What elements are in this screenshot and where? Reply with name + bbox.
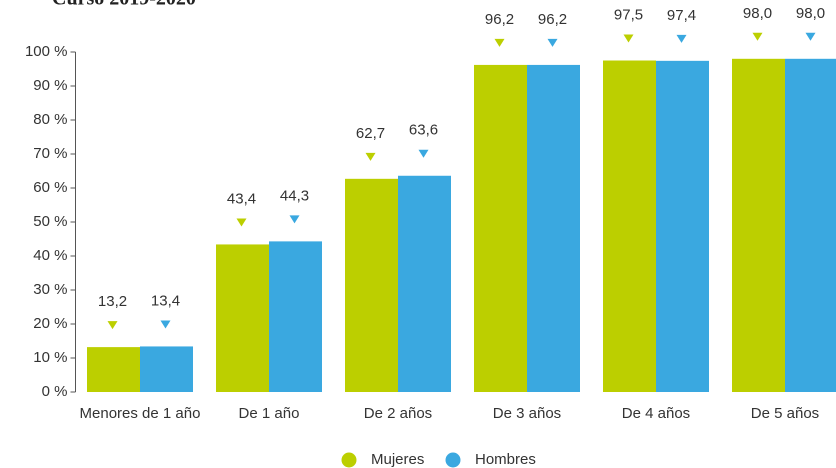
value-label: 13,4 [151, 292, 180, 309]
value-label: 98,0 [796, 5, 825, 22]
value-label: 44,3 [280, 187, 309, 204]
value-label: 97,5 [614, 6, 643, 23]
x-tick-label: Menores de 1 año [80, 405, 201, 422]
value-marker [418, 149, 429, 158]
bar [398, 175, 451, 392]
y-tick-label: 40 % [33, 247, 67, 264]
chart-title: Curso 2019-2020 [52, 0, 196, 10]
bar [656, 60, 709, 393]
y-tick-label: 10 % [33, 349, 67, 366]
y-tick-label: 0 % [42, 383, 68, 400]
value-label: 96,2 [485, 11, 514, 28]
value-marker [676, 34, 687, 43]
y-tick-label: 70 % [33, 145, 67, 162]
value-marker [236, 218, 247, 227]
x-tick-label: De 4 años [622, 405, 690, 422]
y-tick-label: 100 % [25, 43, 68, 60]
value-label: 43,4 [227, 190, 256, 207]
y-tick-label: 30 % [33, 281, 67, 298]
value-label: 97,4 [667, 7, 696, 24]
y-tick-label: 50 % [33, 213, 67, 230]
value-label: 13,2 [98, 293, 127, 310]
y-tick-label: 20 % [33, 315, 67, 332]
bar [345, 178, 398, 392]
value-marker [289, 215, 300, 224]
value-label: 62,7 [356, 125, 385, 142]
legend-label: Hombres [475, 451, 536, 468]
y-tick-label: 60 % [33, 179, 67, 196]
bar [474, 64, 527, 393]
x-tick-label: De 3 años [493, 405, 561, 422]
value-marker [107, 321, 118, 330]
y-tick-label: 90 % [33, 77, 67, 94]
legend-label: Mujeres [371, 451, 424, 468]
bar [87, 347, 140, 392]
bar [527, 64, 580, 393]
legend-swatch [341, 452, 357, 468]
value-marker [805, 32, 816, 41]
value-marker [160, 320, 171, 329]
value-marker [752, 32, 763, 41]
bar [269, 241, 322, 392]
legend-swatch [445, 452, 461, 468]
value-marker [623, 34, 634, 43]
y-tick-label: 80 % [33, 111, 67, 128]
value-marker [494, 38, 505, 47]
value-label: 96,2 [538, 11, 567, 28]
value-marker [547, 38, 558, 47]
bar [603, 60, 656, 392]
bar [140, 346, 193, 392]
bar [732, 58, 785, 393]
value-label: 63,6 [409, 122, 438, 139]
x-tick-label: De 5 años [751, 405, 819, 422]
value-label: 98,0 [743, 5, 772, 22]
x-tick-label: De 2 años [364, 405, 432, 422]
bar [216, 244, 269, 392]
value-marker [365, 152, 376, 161]
x-tick-label: De 1 año [239, 405, 300, 422]
bar [785, 58, 836, 393]
